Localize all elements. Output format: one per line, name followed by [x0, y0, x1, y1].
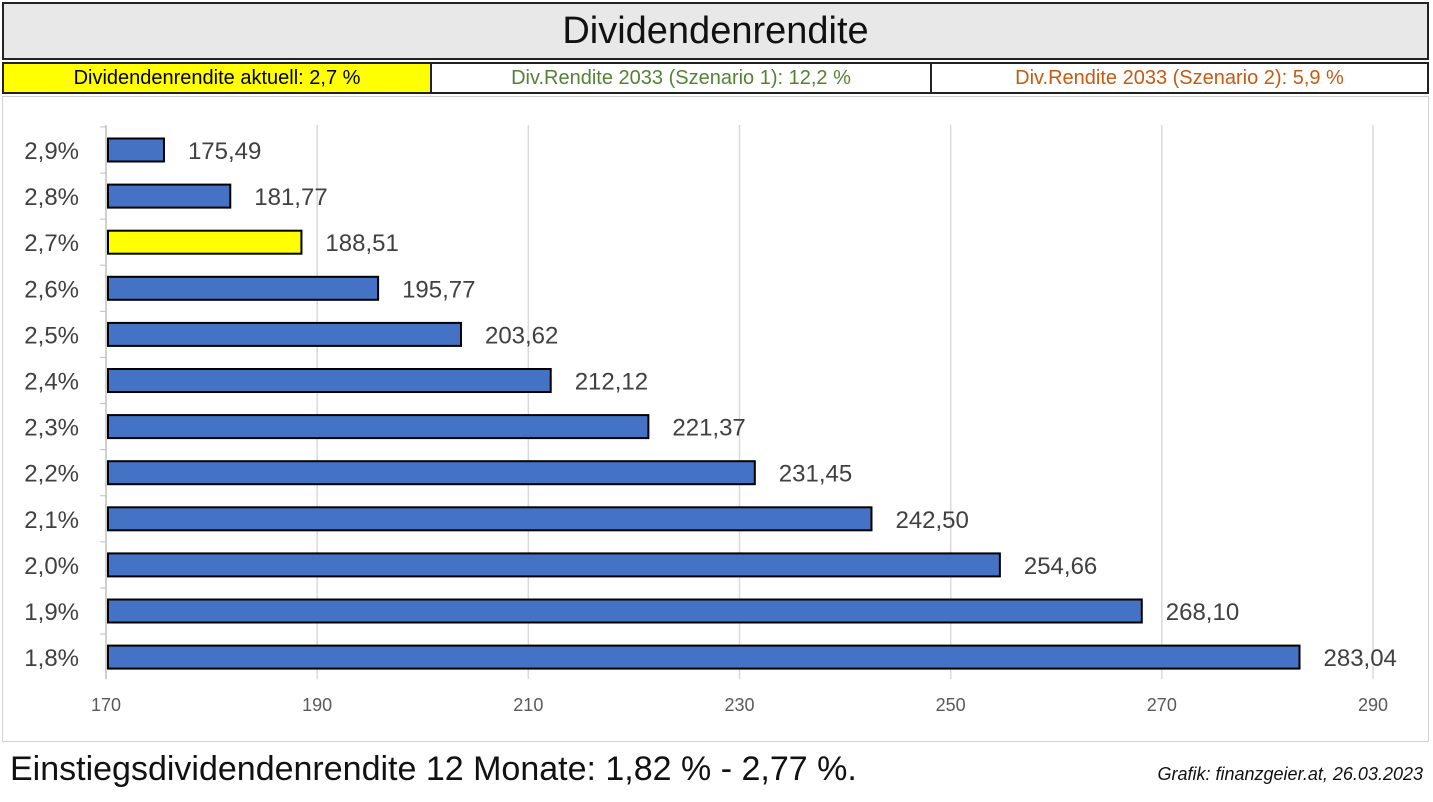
data-label: 181,77	[254, 184, 327, 211]
x-tick-label: 250	[936, 695, 966, 715]
y-tick-label: 2,3%	[24, 415, 79, 442]
bar	[107, 137, 165, 163]
x-tick-label: 230	[724, 695, 754, 715]
x-tick-label: 270	[1147, 695, 1177, 715]
chart-area: 170 190 210 230 250 270 290 2,9% 175,49 2,8% 181,7…	[2, 96, 1429, 742]
y-tick-label: 2,1%	[24, 507, 79, 534]
bar-chart: 170 190 210 230 250 270 290 2,9% 175,49 2,8% 181,7…	[24, 125, 1397, 715]
bar	[107, 229, 303, 255]
data-label: 221,37	[672, 415, 745, 442]
data-label: 254,66	[1024, 553, 1097, 580]
data-label: 268,10	[1166, 599, 1239, 626]
bar	[107, 460, 756, 486]
x-tick-label: 210	[513, 695, 543, 715]
y-tick-label: 2,2%	[24, 461, 79, 488]
data-label: 203,62	[485, 322, 558, 349]
y-tick-label: 2,7%	[24, 230, 79, 257]
y-tick-label: 2,4%	[24, 369, 79, 396]
current-yield-label: Dividendenrendite aktuell: 2,7 %	[4, 64, 432, 92]
info-bar: Dividendenrendite aktuell: 2,7 % Div.Ren…	[2, 62, 1429, 94]
y-tick-label: 2,0%	[24, 553, 79, 580]
data-label: 212,12	[575, 369, 648, 396]
bar	[107, 368, 552, 393]
x-tick-label: 190	[302, 695, 332, 715]
bar	[107, 552, 1001, 578]
scenario1-yield-label: Div.Rendite 2033 (Szenario 1): 12,2 %	[432, 64, 932, 92]
bar	[107, 644, 1301, 670]
x-tick-label: 290	[1358, 695, 1388, 715]
x-tick-label: 170	[91, 695, 121, 715]
y-tick-label: 2,8%	[24, 184, 79, 211]
data-label: 283,04	[1324, 645, 1397, 672]
bar	[107, 598, 1143, 624]
y-tick-label: 1,9%	[24, 599, 79, 626]
y-tick-label: 1,8%	[24, 645, 79, 672]
chart-credit: Grafik: finanzgeier.at, 26.03.2023	[1157, 764, 1424, 784]
data-label: 242,50	[895, 507, 968, 534]
entry-yield-summary: Einstiegsdividendenrendite 12 Monate: 1,…	[10, 750, 857, 788]
y-tick-label: 2,6%	[24, 276, 79, 303]
y-tick-label: 2,9%	[24, 138, 79, 165]
bar	[107, 321, 462, 347]
data-label: 188,51	[325, 230, 398, 257]
data-label: 195,77	[402, 276, 475, 303]
data-label: 175,49	[188, 138, 261, 165]
bar	[107, 506, 873, 532]
bar	[107, 183, 232, 209]
data-label: 231,45	[779, 461, 852, 488]
y-tick-label: 2,5%	[24, 322, 79, 349]
bar	[107, 275, 380, 301]
chart-title: Dividendenrendite	[2, 2, 1429, 60]
scenario2-yield-label: Div.Rendite 2033 (Szenario 2): 5,9 %	[932, 64, 1427, 92]
bar	[107, 414, 650, 440]
